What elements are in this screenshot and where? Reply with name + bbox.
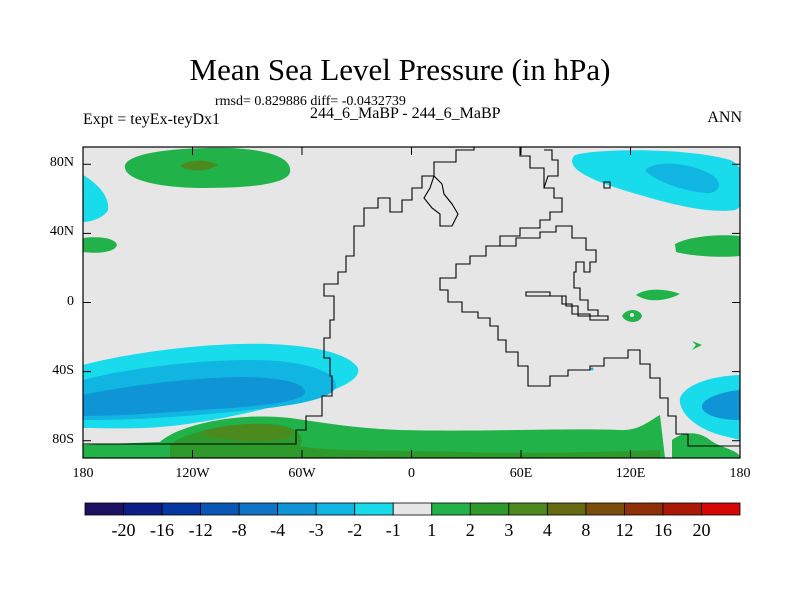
colorbar-swatch [200, 502, 240, 516]
north-pacific-high-core [180, 160, 218, 171]
tropical-high-dot [630, 313, 634, 317]
lon-tick-label: 60W [288, 466, 316, 481]
colorbar-swatch [585, 502, 625, 516]
tethys-outline [500, 225, 609, 321]
lon-tick-label: 120W [175, 466, 210, 481]
antarctic-high-core [200, 424, 293, 441]
colorbar [84, 502, 741, 516]
colorbar-label: 16 [653, 520, 672, 540]
colorbar-label: -20 [111, 520, 136, 540]
colorbar-swatch [315, 502, 356, 516]
island-outline [603, 181, 611, 189]
colorbar-swatch [277, 502, 317, 516]
tropical-high-arrow [692, 341, 702, 350]
lat-tick-label: 80N [49, 155, 74, 171]
colorbar-label: 12 [615, 520, 634, 540]
colorbar-label: -12 [188, 520, 213, 540]
lon-tick-label: 180 [72, 466, 94, 481]
subtropical-high-west [83, 237, 117, 253]
colorbar-swatch [238, 502, 279, 516]
lat-tick-label: 40S [52, 362, 74, 378]
colorbar-swatch [701, 502, 741, 516]
colorbar-swatch [431, 502, 471, 516]
tick-layer [82, 147, 741, 458]
colorbar-label: -4 [270, 520, 286, 540]
colorbar-swatch [161, 502, 201, 516]
lat-tick-label: 40N [49, 224, 74, 240]
colorbar-swatch [469, 502, 510, 516]
colorbar-swatch [624, 502, 664, 516]
tropical-high [636, 289, 680, 301]
colorbar-swatch [508, 502, 548, 516]
experiment-label: Expt = teyEx-teyDx1 [83, 111, 220, 128]
northern-bay-outline [423, 174, 459, 227]
west-edge-low [83, 175, 109, 222]
season-label: ANN [707, 109, 742, 126]
tropical-low-dot [590, 367, 594, 371]
lat-tick-label: 80S [52, 431, 74, 447]
lon-tick-label: 60E [509, 466, 533, 481]
colorbar-label: -16 [150, 520, 175, 540]
southern-ocean-low-core [83, 377, 305, 416]
colorbar-swatch [546, 502, 587, 516]
colorbar-label: 1 [427, 520, 437, 540]
arctic-low-core [645, 163, 720, 194]
colorbar-label: -3 [308, 520, 324, 540]
continent-outline [83, 147, 740, 447]
colorbar-label: 8 [581, 520, 591, 540]
arctic-low [572, 150, 740, 211]
colorbar-swatch [84, 502, 124, 516]
colorbar-label: 20 [692, 520, 711, 540]
lat-tick-label: 0 [67, 293, 74, 309]
colorbar-label: 4 [542, 520, 552, 540]
colorbar-label: -2 [347, 520, 363, 540]
colorbar-label: 2 [465, 520, 475, 540]
colorbar-label: -8 [231, 520, 247, 540]
map-title: Mean Sea Level Pressure (in hPa) [189, 52, 611, 87]
stats-line: rmsd= 0.829886 diff= -0.0432739 [215, 94, 406, 109]
colorbar-swatch [392, 502, 433, 516]
colorbar-label: -1 [385, 520, 401, 540]
colorbar-swatch [662, 502, 702, 516]
lon-tick-label: 0 [408, 466, 415, 481]
case-label: 244_6_MaBP - 244_6_MaBP [310, 105, 501, 122]
colorbar-swatch [123, 502, 163, 516]
lon-tick-label: 120E [615, 466, 646, 481]
lon-tick-label: 180 [729, 466, 751, 481]
colorbar-swatch [354, 502, 394, 516]
southeast-low-core [701, 390, 740, 420]
north-coast-outline [543, 149, 559, 189]
antarctic-high-mid [170, 423, 660, 458]
colorbar-label: 3 [504, 520, 514, 540]
subtropical-high-east [675, 235, 740, 257]
